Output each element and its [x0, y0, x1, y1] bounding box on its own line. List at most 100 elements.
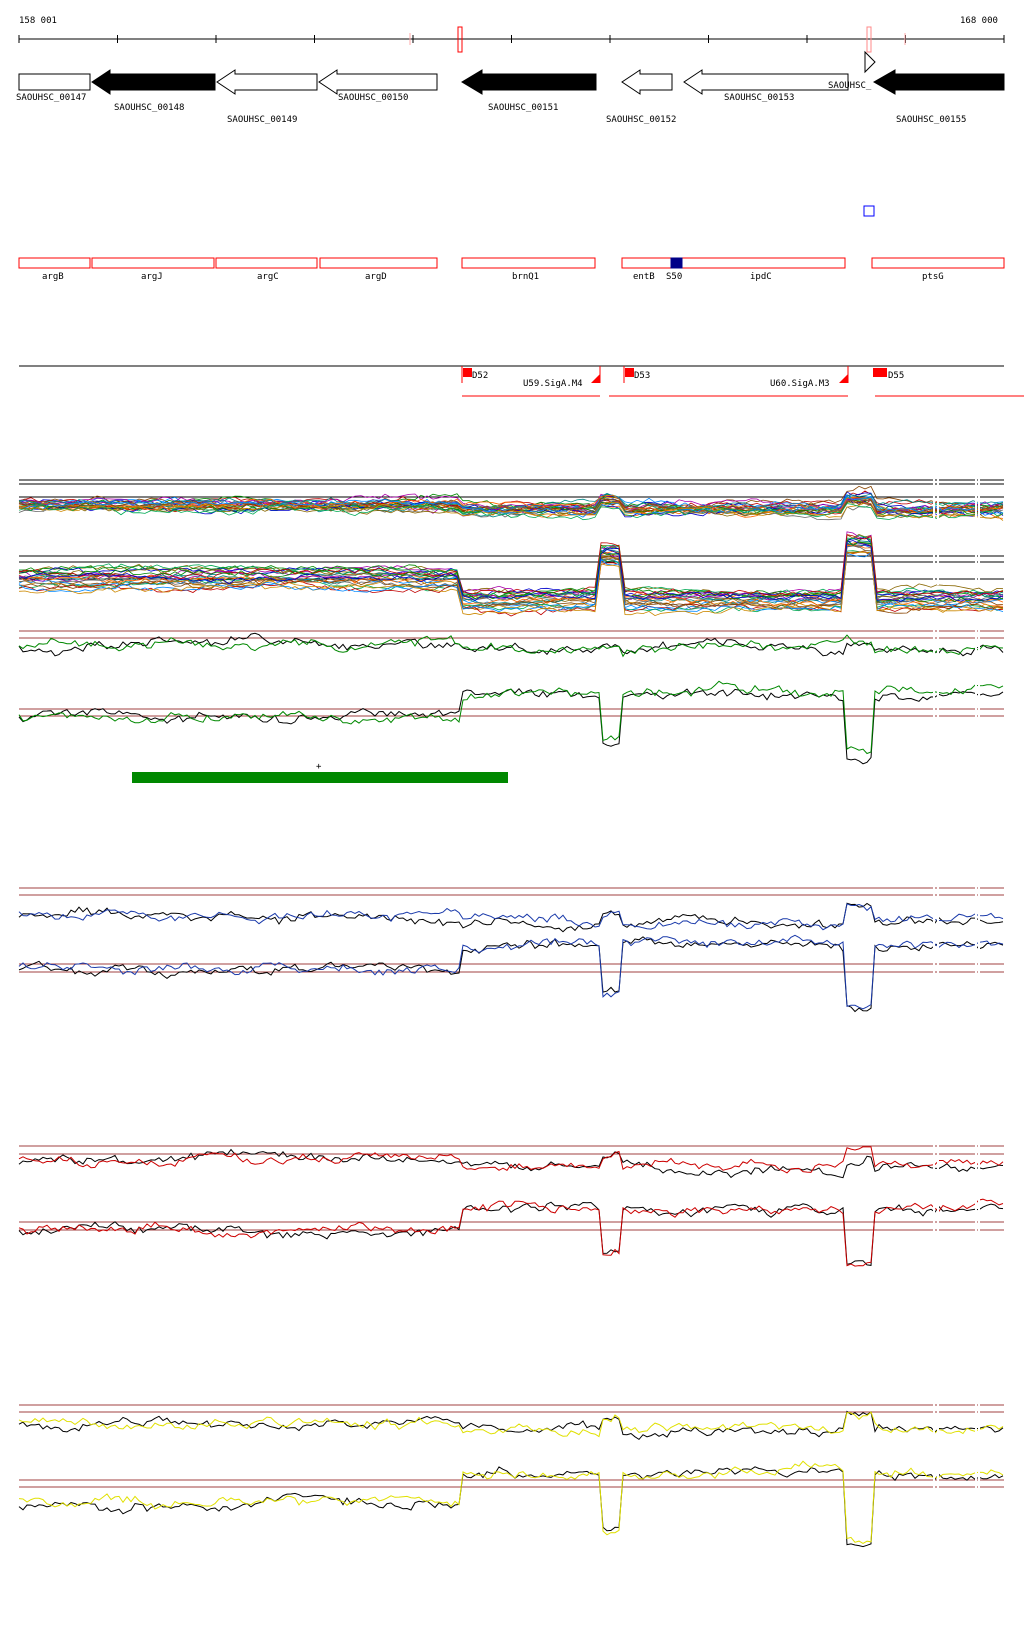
ruler-marker[interactable] — [866, 26, 872, 53]
series-line-black — [18, 1201, 1004, 1266]
gene-arrow[interactable] — [318, 69, 438, 95]
gene-arrow[interactable] — [91, 69, 216, 95]
series-line-black — [18, 1148, 1004, 1179]
series-line-color — [18, 634, 1004, 658]
gene-label: SAOUHSC_00150 — [338, 93, 408, 103]
gene-name-label: argJ — [141, 272, 163, 282]
series-line-black — [18, 1410, 1004, 1441]
operon-label: U59.SigA.M4 — [523, 379, 583, 389]
gene-name-box[interactable] — [319, 257, 438, 269]
gene-arrow[interactable] — [872, 69, 1005, 95]
gene-arrow[interactable] — [216, 69, 318, 95]
gene-label: SAOUHSC_00147 — [16, 93, 86, 103]
gene-arrow[interactable] — [18, 73, 91, 91]
gene-arrow[interactable] — [461, 69, 597, 95]
gene-label: SAOUHSC_00155 — [896, 115, 966, 125]
track-gap — [937, 1136, 939, 1257]
series-line-color — [18, 1460, 1004, 1544]
gene-saouhsc-00150[interactable]: SAOUHSC_00150 — [318, 69, 438, 103]
expression-blue-track — [18, 878, 1004, 1013]
gene-saouhsc-00148[interactable]: SAOUHSC_00148 — [91, 69, 216, 113]
gene-name-box[interactable] — [871, 257, 1005, 269]
gene-name-label: ptsG — [922, 272, 944, 282]
gene-saouhsc-00152[interactable]: SAOUHSC_00152 — [606, 69, 676, 125]
gene-saouhsc-00151[interactable]: SAOUHSC_00151 — [461, 69, 597, 113]
track-gap — [978, 470, 980, 585]
track-gap — [975, 1395, 977, 1528]
expression-yellow-track — [18, 1395, 1004, 1548]
gene-arrow[interactable] — [621, 69, 673, 95]
gene-name-box[interactable] — [18, 257, 91, 269]
multi-series-line — [18, 493, 1004, 514]
series-line-color — [18, 1198, 1004, 1267]
ruler-marker[interactable] — [457, 26, 463, 53]
gene-arrow[interactable] — [864, 50, 876, 74]
ruler-start-label: 158 001 — [19, 16, 57, 26]
gene-name-label: brnQ1 — [512, 272, 539, 282]
gene-name-label: S50 — [666, 272, 682, 282]
multi-series-line — [18, 501, 1004, 521]
multi-series-line — [18, 534, 1004, 597]
operon-start-marker[interactable] — [625, 368, 634, 377]
operon-end-marker[interactable] — [839, 374, 848, 383]
operon-label: U60.SigA.M3 — [770, 379, 830, 389]
strand-mark: + — [316, 762, 322, 772]
gene-name-label: entB — [633, 272, 655, 282]
gene-label: SAOUHSC_00149 — [227, 115, 297, 125]
track-gap — [933, 1395, 935, 1528]
feature-marker-square[interactable] — [863, 205, 875, 217]
track-gap — [975, 621, 977, 742]
series-line-color — [18, 1146, 1004, 1174]
track-gap — [975, 1136, 977, 1257]
multi-series-line — [18, 540, 1004, 602]
multi-series-line — [18, 544, 1004, 607]
multi-series-line — [18, 503, 1004, 521]
gene-saouhsc-00147[interactable]: SAOUHSC_00147 — [16, 73, 91, 103]
track-gap — [978, 878, 980, 994]
multi-series-line — [18, 551, 1004, 617]
track-gap — [978, 1136, 980, 1257]
green-segment-bar[interactable] — [132, 772, 508, 783]
gene-saouhsc-00155[interactable]: SAOUHSC_00155 — [872, 69, 1005, 125]
operon-start-marker[interactable] — [873, 368, 887, 377]
gene-label: SAOUHSC_ — [828, 81, 872, 91]
series-line-black — [18, 902, 1004, 933]
gene-name-box[interactable] — [215, 257, 318, 269]
series-line-black — [18, 687, 1004, 765]
gene-arrow[interactable] — [683, 69, 849, 95]
operon-start-marker[interactable] — [463, 368, 472, 377]
coordinate-ruler: 158 001 168 000 — [18, 16, 1005, 53]
gene-name-box[interactable] — [91, 257, 215, 269]
track-gap — [933, 878, 935, 994]
expression-red-track — [18, 1136, 1004, 1267]
gene-name-box[interactable] — [621, 257, 846, 269]
operon-end-marker[interactable] — [591, 374, 600, 383]
gene-name-label: argD — [365, 272, 387, 282]
multi-series-line — [18, 495, 1004, 518]
gene-label: SAOUHSC_00151 — [488, 103, 558, 113]
operon-label: D52 — [472, 371, 488, 381]
track-gap — [975, 470, 977, 585]
gene-label: SAOUHSC_00153 — [724, 93, 794, 103]
operon-label: D55 — [888, 371, 904, 381]
multi-series-line — [18, 551, 1004, 614]
track-gap — [978, 1395, 980, 1528]
gene-saouhsc-small[interactable]: SAOUHSC_ — [828, 50, 876, 91]
expression-multi-track — [18, 470, 1004, 617]
gene-label: SAOUHSC_00148 — [114, 103, 184, 113]
multi-series-line — [18, 551, 1004, 613]
gene-saouhsc-00153[interactable]: SAOUHSC_00153 — [683, 69, 849, 103]
gene-saouhsc-00149[interactable]: SAOUHSC_00149 — [216, 69, 318, 125]
track-gap — [937, 621, 939, 742]
track-gap — [933, 621, 935, 742]
s50-marker[interactable] — [670, 257, 683, 269]
track-gap — [933, 470, 935, 585]
multi-series-line — [18, 536, 1004, 599]
gene-label: SAOUHSC_00152 — [606, 115, 676, 125]
gene-name-box[interactable] — [461, 257, 596, 269]
track-gap — [978, 621, 980, 742]
operon-track: D52 U59.SigA.M4 D53 U60.SigA.M3 D55 — [19, 365, 1024, 397]
expression-green-track — [18, 621, 1004, 765]
gene-name-label: ipdC — [750, 272, 772, 282]
multi-series-line — [18, 531, 1004, 598]
